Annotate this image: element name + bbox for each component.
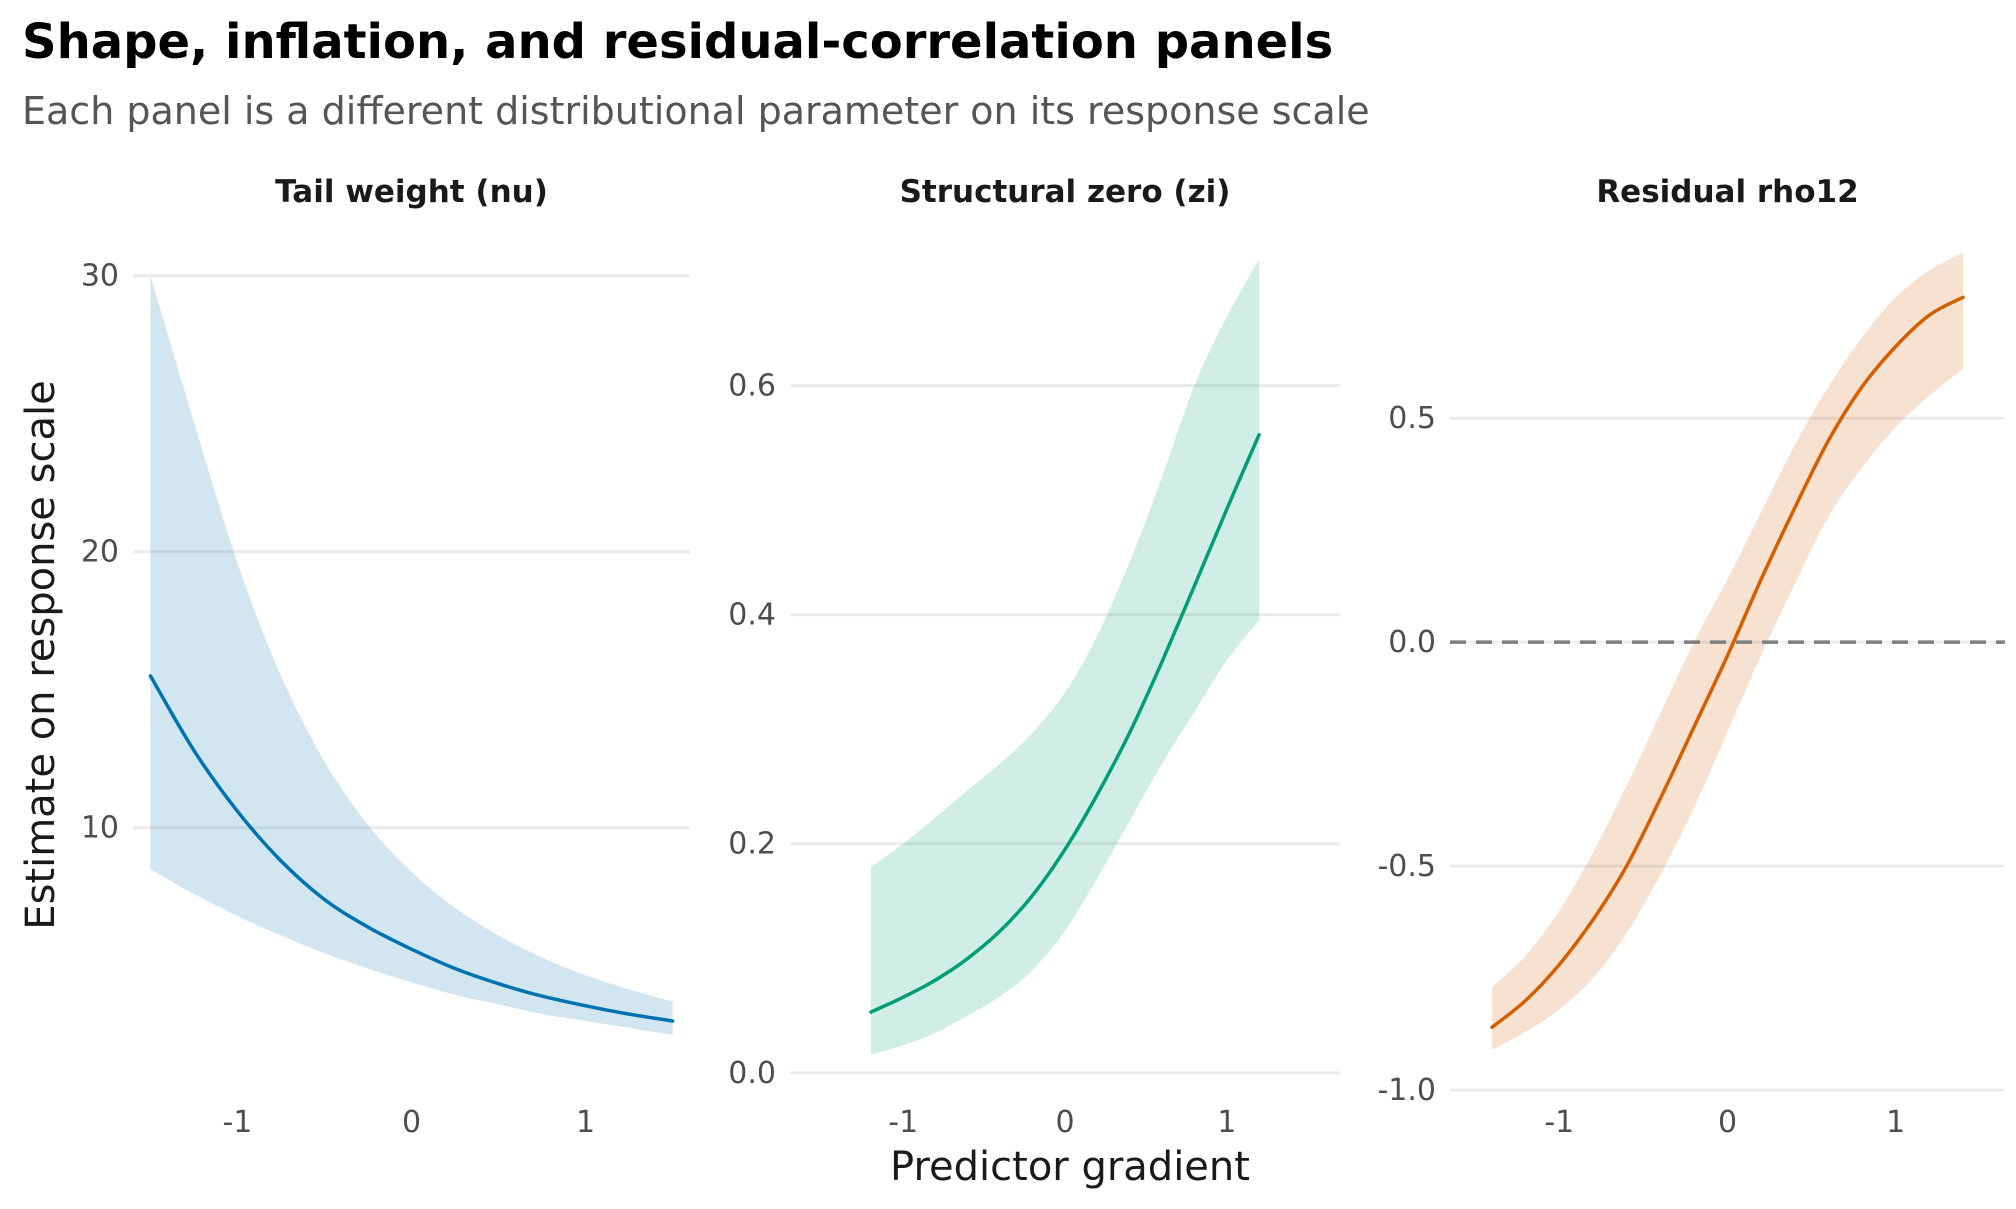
estimate-line	[1490, 295, 1965, 1030]
x-tick-label: -1	[222, 1105, 252, 1140]
y-tick-label: 0.2	[728, 827, 776, 862]
x-tick-label: 0	[1055, 1105, 1074, 1140]
panel-strip-label: Tail weight (nu)	[275, 174, 548, 210]
x-tick-label: 1	[576, 1105, 595, 1140]
y-tick-label: 0.0	[728, 1056, 776, 1091]
y-tick-label: 0.0	[1388, 625, 1436, 660]
y-axis-title: Estimate on response scale	[18, 380, 64, 929]
x-tick-label: 1	[1886, 1105, 1905, 1140]
y-tick-label: 30	[81, 259, 119, 294]
estimate-line	[869, 432, 1261, 1014]
y-tick-label: 0.6	[728, 368, 776, 403]
x-tick-label: 0	[1718, 1105, 1737, 1140]
y-tick-label: -1.0	[1377, 1073, 1436, 1108]
x-tick-label: 0	[402, 1105, 421, 1140]
chart-subtitle: Each panel is a different distributional…	[22, 89, 1370, 133]
panel-strip-label: Residual rho12	[1596, 174, 1858, 210]
y-tick-label: 0.5	[1388, 401, 1436, 436]
y-tick-label: 20	[81, 535, 119, 570]
x-tick-label: 1	[1217, 1105, 1236, 1140]
y-tick-label: -0.5	[1377, 849, 1436, 884]
estimate-line	[148, 674, 675, 1023]
y-tick-label: 10	[81, 811, 119, 846]
x-axis-title: Predictor gradient	[890, 1144, 1250, 1190]
confidence-ribbon	[150, 275, 673, 1035]
panel-1: Tail weight (nu) 10 20 30 -1 0 1	[81, 174, 690, 1140]
x-tick-label: -1	[1544, 1105, 1574, 1140]
chart-title: Shape, inflation, and residual-correlati…	[22, 14, 1333, 70]
panel-2: Structural zero (zi) 0.0 0.2 0.4 0.6 -1 0 1	[728, 174, 1340, 1140]
panel-3: Residual rho12 -1.0 -0.5 0.0 0.5 -1 0 1	[1377, 174, 2005, 1140]
panel-strip-label: Structural zero (zi)	[900, 174, 1231, 210]
y-tick-label: 0.4	[728, 598, 776, 633]
x-tick-label: -1	[888, 1105, 918, 1140]
confidence-ribbon	[1492, 252, 1963, 1050]
confidence-ribbon	[870, 259, 1260, 1055]
